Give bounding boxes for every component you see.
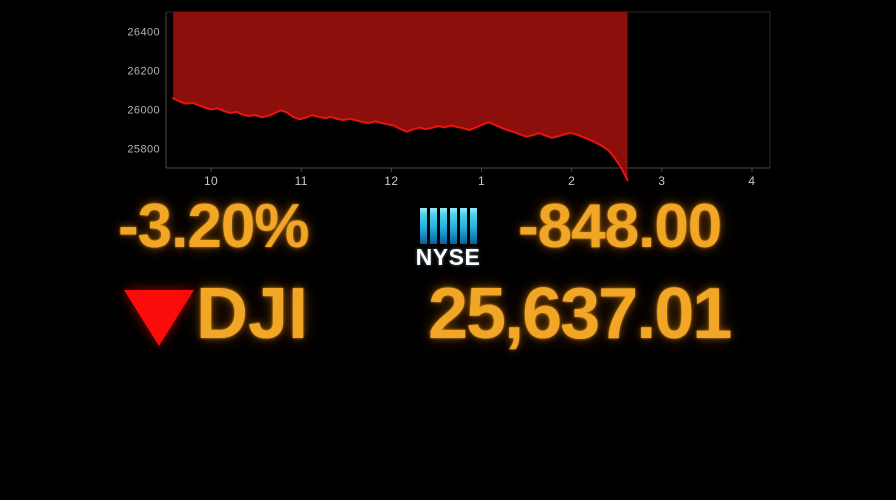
symbol-row: DJI 25,637.01 [0, 278, 896, 358]
down-triangle-icon [124, 290, 194, 346]
chart-x-tick-label: 1 [478, 174, 485, 188]
chart-x-axis-ticks: 10 11 12 1 2 3 4 [204, 168, 755, 188]
chart-price-line [172, 97, 629, 182]
chart-x-tick-label: 10 [204, 174, 218, 188]
chart-x-tick-label: 2 [568, 174, 575, 188]
point-change-value: -848.00 [518, 192, 722, 261]
quote-block: -3.20% NYSE -848.00 DJI 25,637.01 [0, 190, 896, 375]
chart-y-tick-label: 25800 [127, 144, 160, 156]
chart-x-tick-label: 11 [295, 174, 308, 188]
chart-y-tick-label: 26000 [127, 105, 160, 117]
chart-y-tick-label: 26200 [127, 66, 160, 78]
chart-x-tick-label: 4 [748, 174, 755, 188]
nyse-logo-bars [417, 208, 479, 244]
chart-y-tick-label: 26400 [127, 27, 160, 39]
chart-area-fill [173, 12, 628, 181]
change-row: -3.20% NYSE -848.00 [0, 196, 896, 276]
chart-x-tick-label: 12 [384, 174, 398, 188]
index-symbol-label: DJI [196, 274, 309, 354]
percent-change-value: -3.20% [118, 192, 309, 261]
nyse-logo-text: NYSE [415, 244, 481, 270]
chart-y-axis-ticks: 26400 26200 26000 25800 [127, 27, 160, 156]
nyse-logo-icon: NYSE [412, 208, 484, 270]
chart-x-tick-label: 3 [658, 174, 665, 188]
index-last-price: 25,637.01 [428, 274, 732, 354]
intraday-chart-panel: 26400 26200 26000 25800 10 11 12 1 2 3 4 [0, 0, 896, 195]
